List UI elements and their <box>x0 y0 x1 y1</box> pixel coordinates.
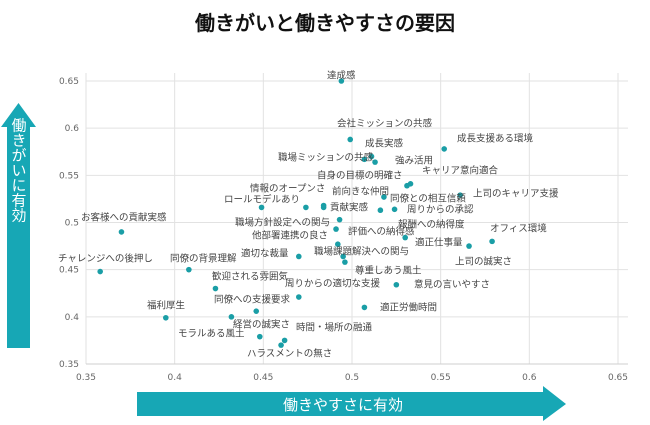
data-point <box>336 216 343 223</box>
point-label: 自身の目標の明確さ <box>317 170 403 182</box>
point-label: 職場方針設定への関与 <box>235 217 330 229</box>
x-tick-label: 0.5 <box>345 373 359 383</box>
y-tick-label: 0.35 <box>59 360 79 370</box>
y-arrow-shape <box>1 103 36 348</box>
data-point <box>407 181 414 187</box>
point-label: 成長実感 <box>365 138 404 150</box>
point-label: ロールモデルあり <box>224 194 300 206</box>
data-point <box>303 204 309 211</box>
point-label: 適正仕事量 <box>415 237 463 249</box>
point-label: 評価への納得感 <box>348 226 415 238</box>
x-tick-label: 0.55 <box>431 373 451 383</box>
point-label: 歓迎される雰囲気 <box>212 271 289 283</box>
point-label: 同僚との相互信頼 <box>390 193 466 205</box>
point-label: 職場課題解決への関与 <box>314 246 409 258</box>
point-label: 職場ミッションの共感 <box>278 152 374 164</box>
y-tick-label: 0.45 <box>59 266 79 276</box>
tick-labels: 0.35 0.4 0.45 0.5 0.55 0.6 0.65 0.35 0.4 0.45 0.5 0… <box>59 77 628 383</box>
point-label: 会社ミッションの共感 <box>337 118 433 130</box>
point-label: 達成感 <box>327 70 356 82</box>
data-point <box>393 281 400 288</box>
point-label: 前向きな仲間 <box>332 186 389 198</box>
data-point <box>335 241 341 247</box>
y-tick-label: 0.5 <box>65 219 79 229</box>
data-point <box>342 259 348 265</box>
data-point <box>457 192 463 198</box>
data-point <box>258 204 265 211</box>
data-point <box>391 206 398 213</box>
data-point <box>97 268 103 275</box>
data-point <box>333 226 339 232</box>
x-tick-label: 0.35 <box>76 373 96 383</box>
x-tick-label: 0.65 <box>608 373 628 383</box>
data-point <box>281 337 288 344</box>
point-label: オフィス環境 <box>490 223 547 235</box>
data-point <box>278 342 284 348</box>
point-label: 意見の言いやすさ <box>414 279 490 291</box>
point-label: 適正労働時間 <box>380 302 437 314</box>
data-point <box>186 266 192 273</box>
y-tick-label: 0.4 <box>65 313 80 323</box>
point-label: モラルある風土 <box>178 328 245 340</box>
data-point <box>340 253 346 260</box>
point-label: 適切な裁量 <box>241 248 289 260</box>
point-label: お客様への貢献実感 <box>81 212 167 224</box>
data-point <box>296 253 302 260</box>
data-point <box>256 333 263 340</box>
x-tick-label: 0.6 <box>522 373 537 383</box>
data-point <box>489 238 495 245</box>
grid <box>85 73 628 365</box>
x-arrow-shape <box>137 386 566 421</box>
point-label: 福利厚生 <box>147 300 186 312</box>
data-point <box>228 314 235 320</box>
point-label: チャレンジへの後押し <box>58 253 153 265</box>
data-point <box>372 159 378 165</box>
data-point <box>361 156 368 163</box>
data-point <box>253 308 260 314</box>
point-label: 時間・場所の融通 <box>296 322 373 334</box>
data-point <box>347 136 354 143</box>
point-label: 周りからの適切な支援 <box>285 278 381 290</box>
point-label: 情報のオープンさ <box>250 183 325 195</box>
data-point <box>381 194 387 200</box>
x-tick-label: 0.4 <box>168 373 183 383</box>
data-point <box>212 285 219 292</box>
data-point <box>402 234 409 241</box>
point-label: 同僚の背景理解 <box>170 253 237 265</box>
data-point <box>338 78 345 84</box>
chart-title: 働きがいと働きやすさの要因 <box>194 11 455 35</box>
y-tick-label: 0.55 <box>59 171 79 181</box>
point-label: ハラスメントの無さ <box>247 348 332 360</box>
data-point <box>466 243 472 249</box>
point-label: 上司の誠実さ <box>455 256 512 268</box>
point-label: 強み活用 <box>395 155 433 167</box>
point-label: 尊重しあう風土 <box>355 265 422 277</box>
x-tick-label: 0.45 <box>253 373 273 383</box>
data-point <box>368 153 375 160</box>
point-label: 報酬への納得度 <box>398 219 465 231</box>
y-axis-label: 働きがいに有効 <box>10 118 28 224</box>
y-tick-label: 0.6 <box>65 124 80 134</box>
point-label: 他部署連携の良さ <box>252 230 328 242</box>
point-label: 貢献実感 <box>330 202 369 214</box>
point-label: 成長支援ある環境 <box>457 133 534 145</box>
point-label: 同僚への支援要求 <box>214 294 291 306</box>
point-label: キャリア意向適合 <box>422 165 499 177</box>
data-point <box>163 314 169 321</box>
point-label: 経営の誠実さ <box>233 319 290 331</box>
x-axis-arrow: 働きやすさに有効 <box>137 386 566 421</box>
data-point <box>320 204 327 211</box>
data-point <box>296 294 302 300</box>
point-label: 上司のキャリア支援 <box>473 188 559 200</box>
point-label: 周りからの承認 <box>407 204 474 216</box>
data-point <box>361 304 368 311</box>
data-point <box>377 207 384 214</box>
x-axis-label: 働きやすさに有効 <box>283 396 403 414</box>
data-point <box>441 146 448 152</box>
data-point <box>118 229 125 235</box>
y-tick-label: 0.65 <box>59 77 79 87</box>
y-axis-arrow: 働きがいに有効 <box>1 103 36 348</box>
